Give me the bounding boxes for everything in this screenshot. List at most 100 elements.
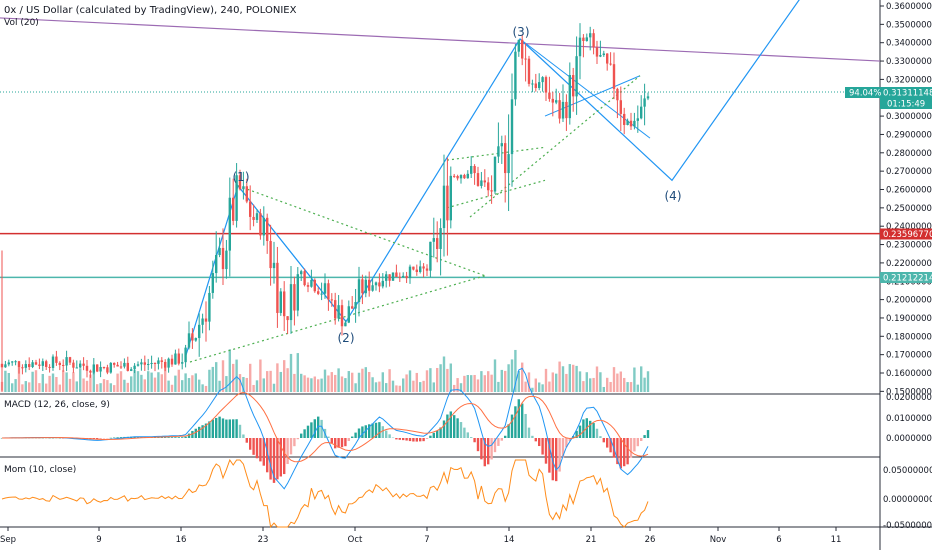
macd-histogram-bar <box>497 438 500 446</box>
macd-histogram-bar <box>337 438 340 448</box>
macd-histogram-bar <box>405 438 408 441</box>
flag-upper-dotted[interactable] <box>446 146 546 161</box>
candle-body <box>255 213 259 220</box>
macd-histogram-bar <box>269 438 272 480</box>
macd-histogram-bar <box>293 438 296 447</box>
volume-bar <box>415 372 418 392</box>
candle-body <box>402 275 405 278</box>
candle-body <box>582 37 585 41</box>
macd-histogram-bar <box>493 438 497 453</box>
trendline-purple[interactable] <box>0 17 881 62</box>
macd-histogram-bar <box>340 438 344 448</box>
candle-body <box>136 364 140 366</box>
volume-bar <box>555 373 558 392</box>
macd-histogram-bar <box>310 422 313 438</box>
wave-channel-lower[interactable] <box>544 75 641 117</box>
flag-lower-dotted[interactable] <box>446 179 546 209</box>
volume-bar <box>357 372 361 392</box>
candlesticks[interactable] <box>0 23 650 391</box>
macd-histogram-bar <box>408 438 412 442</box>
volume-bar <box>595 366 599 392</box>
volume-bar <box>238 374 242 392</box>
candle-body <box>368 279 371 291</box>
macd-histogram-bar <box>439 427 442 438</box>
volume-bar <box>599 372 602 392</box>
volume-bar <box>293 373 296 392</box>
volume-bar <box>327 375 330 392</box>
volume-bar <box>65 372 68 392</box>
volume-bar <box>405 374 408 392</box>
macd-histogram-bar <box>415 438 418 442</box>
candle-body <box>72 362 75 368</box>
candle-body <box>65 357 68 366</box>
volume-bar <box>68 378 72 392</box>
volume-bar <box>395 385 398 392</box>
candle-body <box>527 58 531 84</box>
macd-histogram-bar <box>174 437 177 438</box>
candle-body <box>323 283 327 294</box>
candle-body <box>378 282 381 287</box>
macd-histogram-bar <box>436 430 439 438</box>
volume-bar <box>446 368 449 392</box>
candle-body <box>140 362 143 365</box>
candle-body <box>208 292 211 322</box>
volume-bar <box>575 365 578 392</box>
candle-body <box>371 285 374 291</box>
volume-bar <box>75 381 78 392</box>
candle-body <box>109 362 112 373</box>
volume-bar <box>62 370 65 392</box>
triangle-upper-dotted[interactable] <box>237 185 486 277</box>
candle-body <box>521 39 524 59</box>
macd-histogram-bar <box>62 438 65 439</box>
volume-bar <box>385 383 388 392</box>
macd-histogram-bar <box>578 425 582 438</box>
volume-bar <box>289 353 293 392</box>
volume-bar <box>623 377 626 392</box>
macd-histogram-bar <box>429 435 432 438</box>
time-tick-label: 9 <box>96 535 101 545</box>
candle-body <box>572 75 575 97</box>
volume-bar <box>147 371 150 392</box>
candle-body <box>483 180 486 183</box>
candle-body <box>320 293 323 295</box>
candle-body <box>160 360 163 362</box>
volume-bar <box>320 378 323 392</box>
support-dotted[interactable] <box>469 75 641 218</box>
volume-bar <box>456 378 459 392</box>
volume-bar <box>28 382 31 392</box>
triangle-lower-dotted[interactable] <box>189 275 486 363</box>
volume-bar <box>609 381 612 392</box>
macd-histogram-bar <box>412 438 415 442</box>
wave-label-3: (3) <box>513 25 530 39</box>
candle-body <box>306 285 310 287</box>
macd-histogram-bar <box>395 438 398 440</box>
volume-bar <box>215 362 218 392</box>
candle-body <box>405 275 408 279</box>
volume-bar <box>470 375 473 392</box>
volume-bar <box>303 375 306 392</box>
volume-bar <box>323 369 327 392</box>
macd-histogram-bar <box>106 438 109 439</box>
macd-histogram-bar <box>249 438 252 450</box>
candle-body <box>283 291 286 317</box>
macd-histogram-bar <box>480 438 483 460</box>
macd-histogram-bar <box>521 403 524 438</box>
volume-bar <box>102 379 106 392</box>
macd-histogram-bar <box>300 433 303 438</box>
macd-histogram-bar <box>109 437 112 439</box>
macd-histogram-bar <box>565 438 568 448</box>
candle-body <box>276 262 279 313</box>
candle-body <box>544 77 548 93</box>
candle-body <box>170 358 174 365</box>
candle-body <box>147 363 150 365</box>
volume-bar <box>113 385 116 392</box>
candle-body <box>459 175 463 179</box>
time-axis[interactable]: Sep 9 16 23 Oct 7 14 21 26 Nov 6 11 <box>0 527 841 545</box>
candle-body <box>395 272 398 277</box>
candle-body <box>106 367 109 373</box>
teal-level-badge: 0.21212214 <box>880 272 932 284</box>
candle-body <box>211 273 214 293</box>
